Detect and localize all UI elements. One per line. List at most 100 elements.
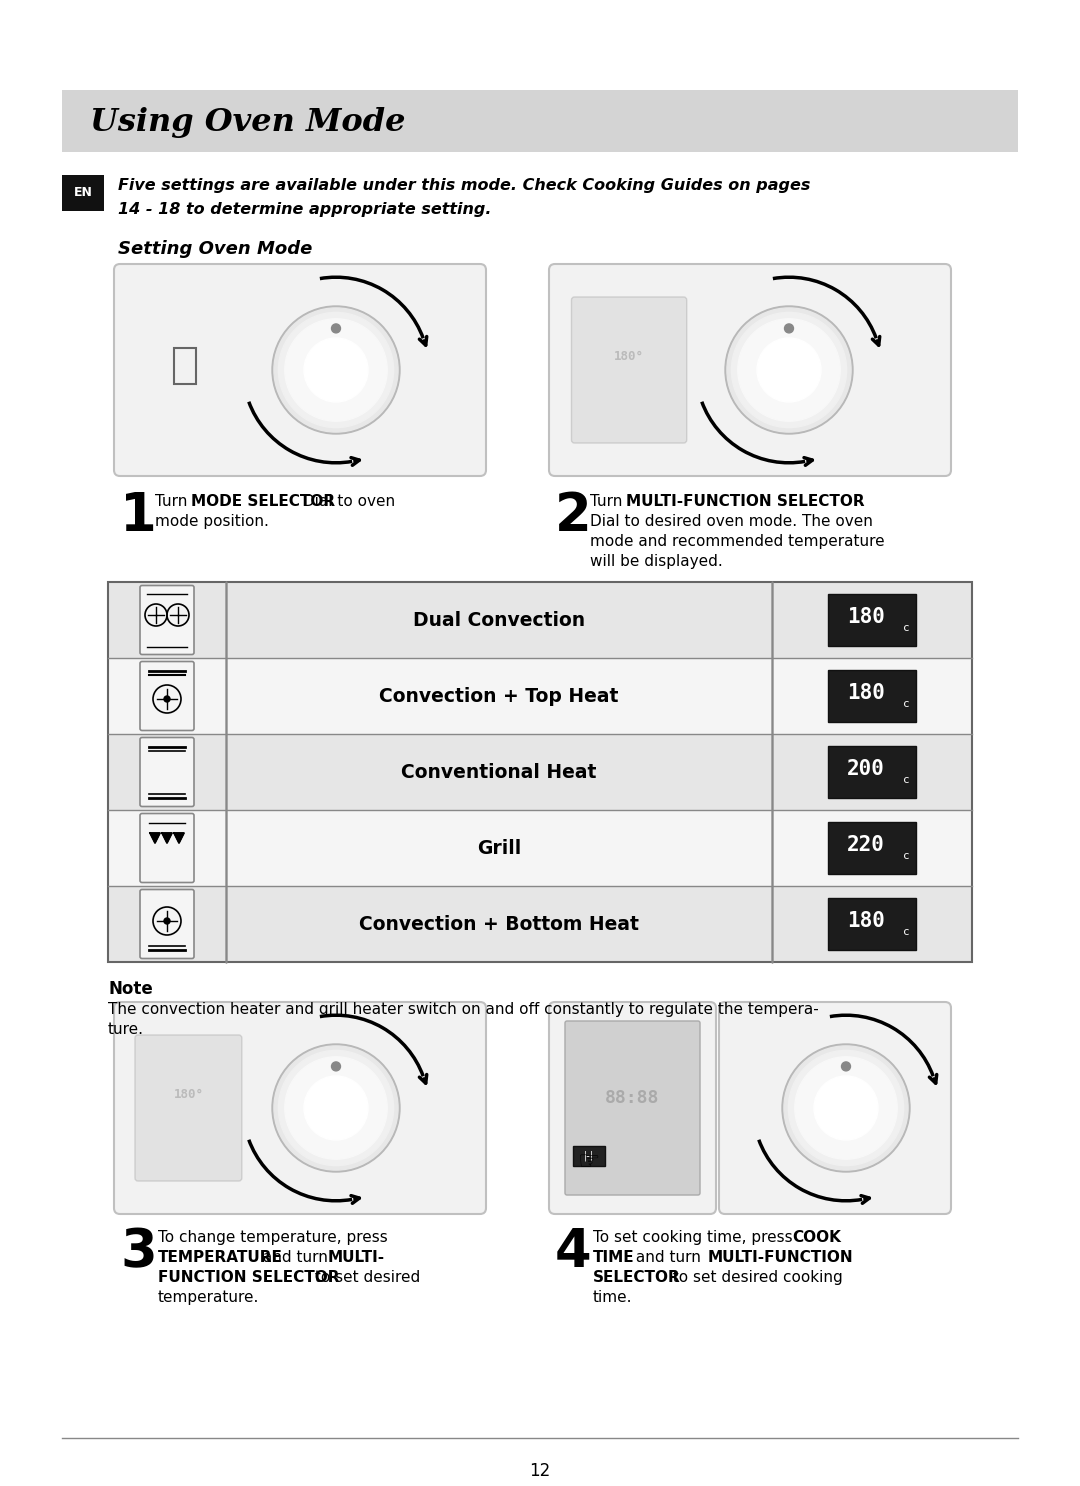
Text: to set desired: to set desired xyxy=(310,1271,420,1285)
Text: TIME: TIME xyxy=(593,1250,635,1265)
Circle shape xyxy=(757,337,821,403)
Text: and turn: and turn xyxy=(631,1250,705,1265)
Text: Dial to oven: Dial to oven xyxy=(298,493,395,510)
Circle shape xyxy=(738,319,840,421)
Circle shape xyxy=(272,306,400,434)
Text: 4: 4 xyxy=(555,1226,592,1278)
Circle shape xyxy=(303,1076,368,1140)
Text: 180°: 180° xyxy=(174,1088,203,1101)
FancyBboxPatch shape xyxy=(140,737,194,807)
Bar xyxy=(174,348,195,383)
Text: Dial to desired oven mode. The oven: Dial to desired oven mode. The oven xyxy=(590,514,873,529)
Text: mode and recommended temperature: mode and recommended temperature xyxy=(590,533,885,548)
Bar xyxy=(573,1146,605,1167)
Text: 180: 180 xyxy=(847,684,885,703)
Bar xyxy=(828,670,916,722)
FancyBboxPatch shape xyxy=(549,265,951,476)
Circle shape xyxy=(285,1057,388,1159)
Text: MULTI-FUNCTION: MULTI-FUNCTION xyxy=(708,1250,853,1265)
Bar xyxy=(108,810,972,886)
Text: 2: 2 xyxy=(555,490,592,542)
Bar xyxy=(108,583,972,961)
Polygon shape xyxy=(162,834,172,843)
FancyBboxPatch shape xyxy=(565,1021,700,1195)
Circle shape xyxy=(788,1051,904,1165)
FancyBboxPatch shape xyxy=(114,1002,486,1214)
Text: 12: 12 xyxy=(529,1462,551,1480)
Text: 180: 180 xyxy=(847,911,885,932)
Polygon shape xyxy=(150,834,160,843)
Text: SELECTOR: SELECTOR xyxy=(593,1271,680,1285)
FancyBboxPatch shape xyxy=(114,265,486,476)
Bar xyxy=(828,898,916,950)
Bar xyxy=(828,822,916,874)
Circle shape xyxy=(303,337,368,403)
Text: time.: time. xyxy=(593,1290,633,1305)
Bar xyxy=(62,175,104,211)
Text: Conventional Heat: Conventional Heat xyxy=(402,762,596,782)
Circle shape xyxy=(274,1046,399,1169)
FancyBboxPatch shape xyxy=(549,1002,716,1214)
Text: ☞: ☞ xyxy=(578,1150,600,1174)
Text: |-|: |-| xyxy=(584,1150,594,1161)
FancyBboxPatch shape xyxy=(140,661,194,731)
Circle shape xyxy=(841,1062,850,1071)
Circle shape xyxy=(784,1046,908,1169)
Circle shape xyxy=(285,319,388,421)
Circle shape xyxy=(782,1045,910,1172)
Text: will be displayed.: will be displayed. xyxy=(590,554,723,569)
Text: EN: EN xyxy=(73,187,93,199)
Text: 200: 200 xyxy=(847,759,885,779)
Text: 1: 1 xyxy=(120,490,157,542)
Text: Turn: Turn xyxy=(156,493,192,510)
Text: c: c xyxy=(903,927,909,938)
Text: to set desired cooking: to set desired cooking xyxy=(663,1271,842,1285)
Text: Using Oven Mode: Using Oven Mode xyxy=(90,107,405,138)
Text: MULTI-: MULTI- xyxy=(328,1250,386,1265)
Text: c: c xyxy=(903,776,909,785)
Text: c: c xyxy=(903,851,909,860)
Text: and turn: and turn xyxy=(258,1250,333,1265)
Text: To set cooking time, press: To set cooking time, press xyxy=(593,1230,797,1245)
Text: Turn: Turn xyxy=(590,493,627,510)
Text: TEMPERATURE: TEMPERATURE xyxy=(158,1250,283,1265)
Text: 180: 180 xyxy=(847,606,885,627)
Circle shape xyxy=(814,1076,878,1140)
Text: 88:88: 88:88 xyxy=(605,1089,660,1107)
Circle shape xyxy=(164,695,170,701)
Circle shape xyxy=(164,918,170,924)
Circle shape xyxy=(332,324,340,333)
Bar xyxy=(828,746,916,798)
Polygon shape xyxy=(174,834,184,843)
Text: Convection + Bottom Heat: Convection + Bottom Heat xyxy=(359,914,639,933)
Text: MULTI-FUNCTION SELECTOR: MULTI-FUNCTION SELECTOR xyxy=(626,493,865,510)
Circle shape xyxy=(279,312,393,428)
Circle shape xyxy=(274,308,399,432)
Circle shape xyxy=(795,1057,897,1159)
Text: MODE SELECTOR: MODE SELECTOR xyxy=(191,493,335,510)
Text: Convection + Top Heat: Convection + Top Heat xyxy=(379,687,619,706)
Circle shape xyxy=(272,1045,400,1172)
Text: ture.: ture. xyxy=(108,1022,144,1037)
FancyBboxPatch shape xyxy=(140,585,194,654)
Text: mode position.: mode position. xyxy=(156,514,269,529)
Bar xyxy=(108,886,972,961)
FancyBboxPatch shape xyxy=(571,297,687,443)
Text: temperature.: temperature. xyxy=(158,1290,259,1305)
Circle shape xyxy=(731,312,847,428)
Text: Setting Oven Mode: Setting Oven Mode xyxy=(118,241,312,259)
FancyBboxPatch shape xyxy=(719,1002,951,1214)
Text: Dual Convection: Dual Convection xyxy=(413,611,585,630)
Text: 14 - 18 to determine appropriate setting.: 14 - 18 to determine appropriate setting… xyxy=(118,202,491,217)
Bar xyxy=(108,658,972,734)
Bar xyxy=(108,734,972,810)
Bar xyxy=(828,594,916,646)
Text: c: c xyxy=(903,623,909,633)
Text: The convection heater and grill heater switch on and off constantly to regulate : The convection heater and grill heater s… xyxy=(108,1002,819,1016)
Text: 220: 220 xyxy=(847,835,885,854)
Text: 180°: 180° xyxy=(615,349,644,363)
Text: 3: 3 xyxy=(120,1226,157,1278)
Circle shape xyxy=(332,1062,340,1071)
Text: COOK: COOK xyxy=(792,1230,841,1245)
Text: Five settings are available under this mode. Check Cooking Guides on pages: Five settings are available under this m… xyxy=(118,178,810,193)
